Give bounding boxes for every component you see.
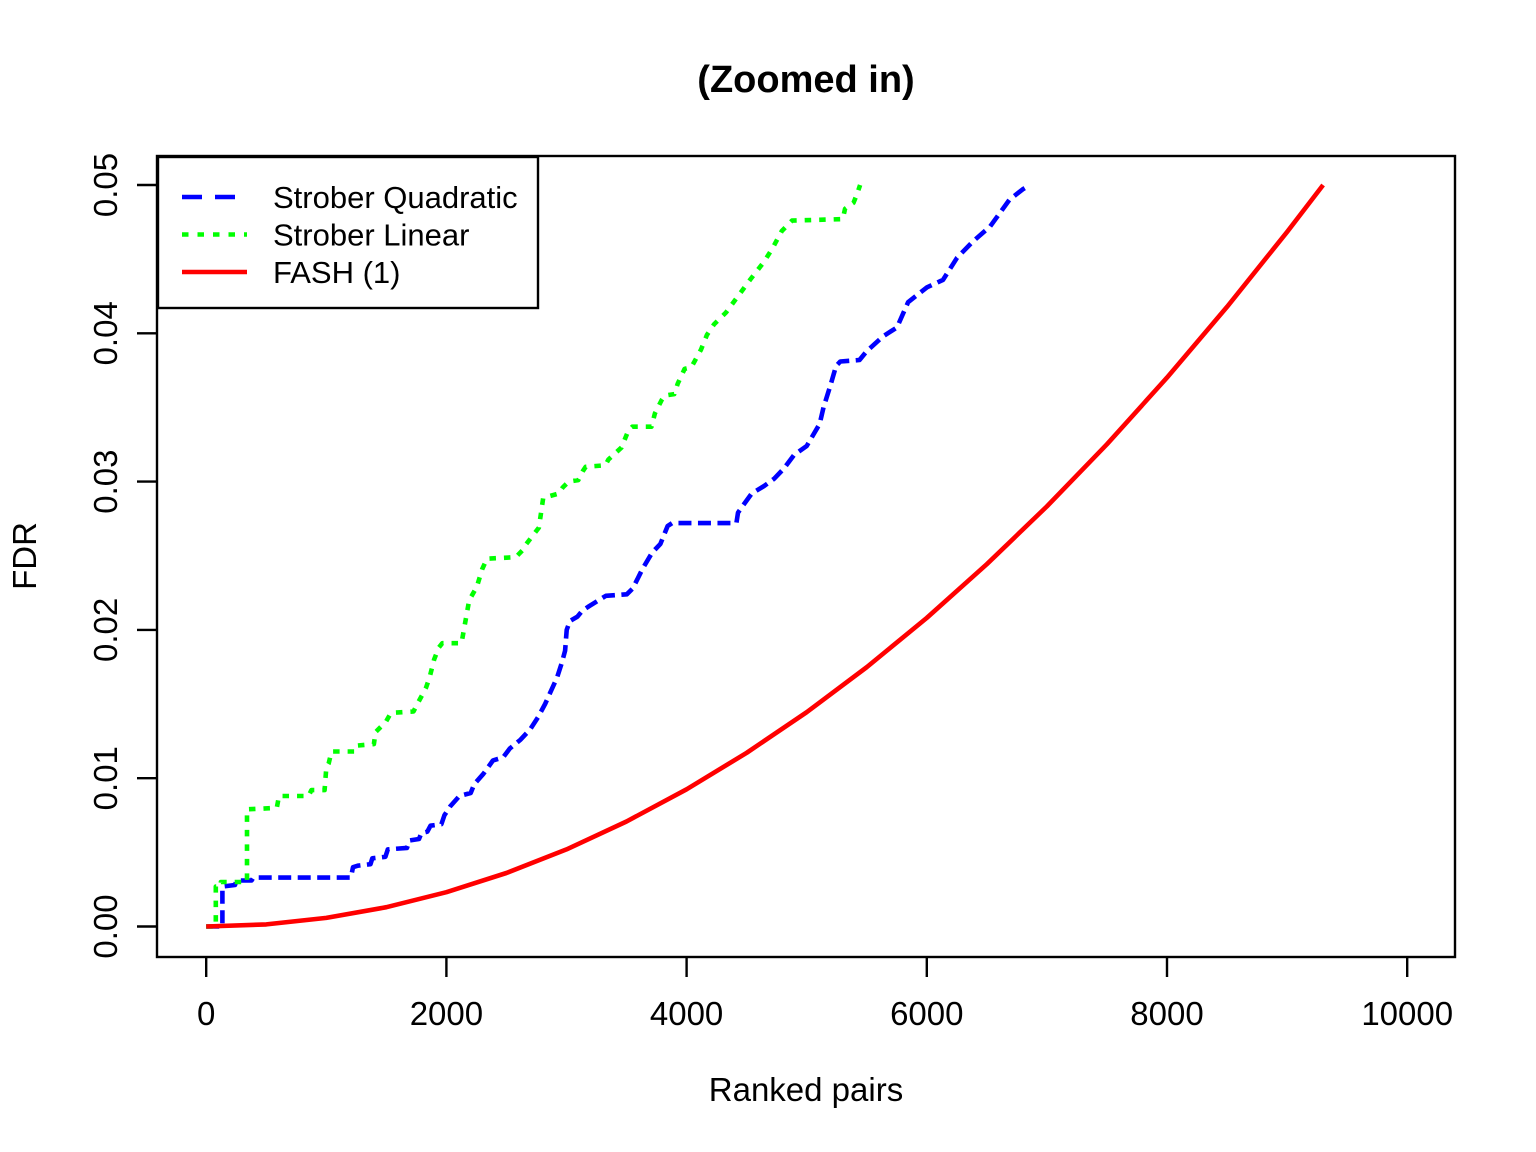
y-tick-label: 0.04 — [87, 301, 124, 365]
y-tick-label: 0.01 — [87, 746, 124, 810]
x-axis: 0 2000 4000 6000 8000 10000 — [197, 957, 1453, 1032]
chart-title: (Zoomed in) — [697, 59, 914, 101]
y-tick-label: 0.00 — [87, 894, 124, 958]
x-tick-label: 4000 — [650, 995, 723, 1032]
legend-entry-label: Strober Linear — [273, 218, 469, 253]
legend-entry-label: FASH (1) — [273, 255, 400, 290]
x-tick-label: 8000 — [1130, 995, 1203, 1032]
x-tick-label: 2000 — [410, 995, 483, 1032]
y-axis: 0.00 0.01 0.02 0.03 0.04 0.05 — [87, 153, 157, 959]
x-tick-label: 10000 — [1361, 995, 1453, 1032]
y-axis-title: FDR — [6, 522, 43, 590]
y-tick-label: 0.03 — [87, 449, 124, 513]
legend-entry-label: Strober Quadratic — [273, 180, 518, 215]
y-tick-label: 0.02 — [87, 598, 124, 662]
y-tick-label: 0.05 — [87, 153, 124, 217]
series-line-strober-quadratic — [206, 183, 1032, 929]
plot-border — [155, 154, 1457, 959]
series-line-fash-1 — [206, 183, 1325, 929]
x-tick-label: 0 — [197, 995, 215, 1032]
legend-box — [156, 155, 540, 310]
series-lines — [206, 183, 1325, 929]
x-axis-title: Ranked pairs — [709, 1071, 903, 1108]
x-tick-label: 6000 — [890, 995, 963, 1032]
